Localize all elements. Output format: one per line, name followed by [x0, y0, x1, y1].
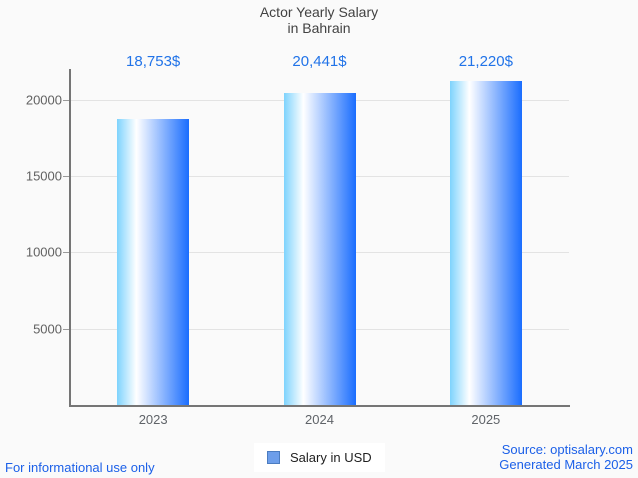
y-axis-tick — [63, 328, 70, 330]
y-axis-tick — [63, 175, 70, 177]
x-tick-label-2024: 2024 — [305, 412, 334, 427]
value-label-2025: 21,220$ — [458, 53, 513, 70]
x-tick-label-2025: 2025 — [471, 412, 501, 427]
x-axis-line — [69, 405, 570, 407]
y-axis-line — [69, 69, 71, 407]
chart-title: Actor Yearly Salary in Bahrain — [0, 4, 638, 36]
y-axis-tick — [63, 99, 70, 101]
value-label-2024: 20,441$ — [292, 53, 347, 70]
chart-title-line1: Actor Yearly Salary — [259, 4, 379, 20]
y-tick-label: 20000 — [25, 92, 62, 108]
x-tick-label-2023: 2023 — [138, 412, 168, 427]
generated-text: Generated March 2025 — [499, 457, 633, 472]
bar-2023 — [117, 118, 190, 405]
source-text: Source: optisalary.com — [501, 442, 633, 457]
bar-2024 — [283, 92, 356, 405]
legend-item-salary[interactable]: Salary in USD — [254, 443, 385, 472]
disclaimer-text: For informational use only — [5, 460, 155, 475]
legend-marker-icon — [267, 451, 280, 464]
legend-label: Salary in USD — [290, 450, 372, 465]
chart-title-line2: in Bahrain — [287, 20, 351, 36]
bar-2025 — [449, 80, 522, 405]
source-block: Source: optisalary.com Generated March 2… — [499, 442, 633, 472]
y-tick-label: 5000 — [33, 321, 62, 337]
y-tick-label: 10000 — [25, 244, 62, 260]
value-label-2023: 18,753$ — [126, 53, 181, 70]
y-tick-label: 15000 — [25, 168, 62, 184]
y-axis-tick — [63, 252, 70, 254]
